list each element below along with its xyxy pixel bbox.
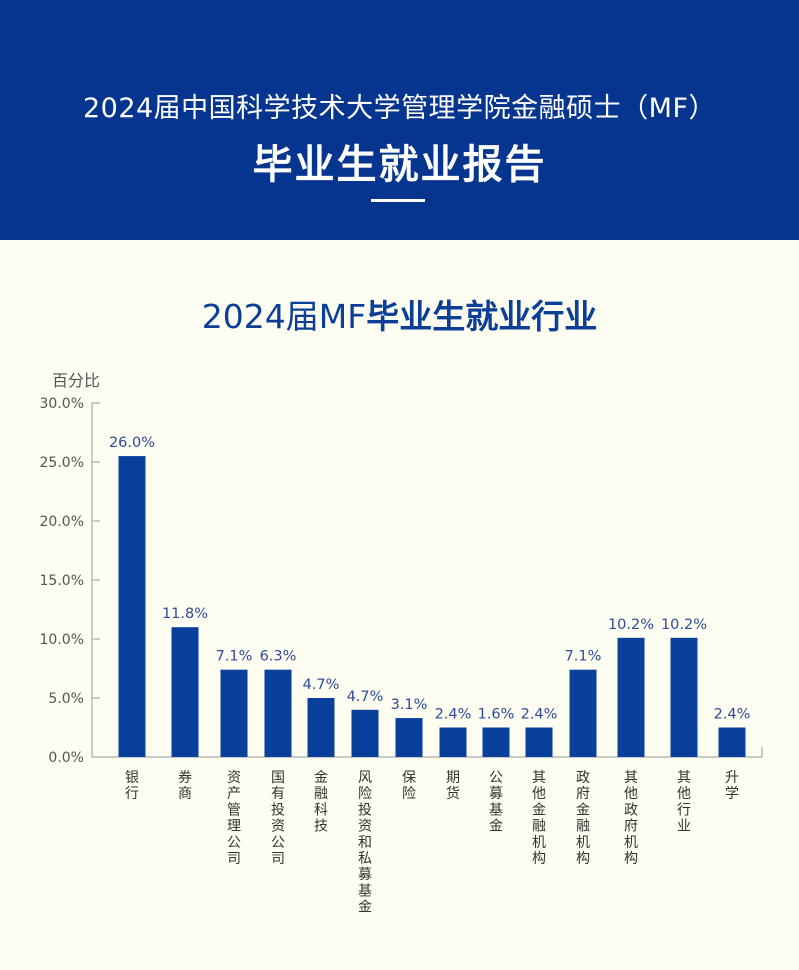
x-category-label: 金融科技 (314, 770, 328, 835)
x-category-label: 公募基金 (489, 770, 503, 835)
y-tick-label: 30.0% (40, 396, 84, 412)
bar (220, 669, 248, 757)
x-category-label: 其他行业 (677, 770, 691, 835)
data-label: 2.4% (521, 707, 558, 723)
data-label: 26.0% (109, 435, 155, 451)
y-tick-label: 15.0% (40, 573, 84, 589)
y-tick-label: 0.0% (48, 750, 84, 766)
x-category-label: 券商 (178, 770, 192, 802)
x-category-label: 保险 (402, 770, 416, 802)
y-tick-label: 20.0% (40, 514, 84, 530)
x-category-label: 期货 (446, 770, 460, 802)
bar (670, 637, 698, 757)
bar (395, 718, 423, 757)
data-label: 11.8% (162, 606, 208, 622)
data-label: 10.2% (608, 617, 654, 633)
title-divider (371, 199, 425, 202)
bar (617, 637, 645, 757)
data-label: 7.1% (216, 649, 253, 665)
data-label: 3.1% (391, 697, 428, 713)
x-category-label: 资产管理公司 (227, 770, 241, 867)
bar (351, 709, 379, 757)
bar (718, 727, 746, 757)
header-banner: 2024届中国科学技术大学管理学院金融硕士（MF） 毕业生就业报告 (0, 0, 799, 240)
x-category-label: 风险投资和私募基金 (358, 770, 372, 916)
report-subtitle: 2024届中国科学技术大学管理学院金融硕士（MF） (82, 93, 717, 124)
data-label: 10.2% (661, 617, 707, 633)
bar (569, 669, 597, 757)
data-label: 7.1% (565, 649, 602, 665)
bar (525, 727, 553, 757)
data-label: 2.4% (435, 707, 472, 723)
bar (118, 456, 146, 757)
data-label: 6.3% (260, 649, 297, 665)
report-title: 毕业生就业报告 (252, 142, 547, 188)
y-tick-label: 5.0% (48, 691, 84, 707)
bar (439, 727, 467, 757)
chart-title-prefix: 2024届MF (201, 297, 367, 336)
chart-title: 2024届MF毕业生就业行业 (0, 290, 799, 338)
x-category-label: 升学 (725, 770, 739, 802)
x-category-label: 国有投资公司 (271, 770, 285, 867)
x-category-label: 银行 (125, 770, 139, 802)
bar (171, 627, 199, 757)
data-label: 4.7% (303, 677, 340, 693)
y-tick-label: 25.0% (40, 455, 84, 471)
x-category-label: 其他金融机构 (532, 770, 546, 867)
data-label: 1.6% (478, 707, 515, 723)
data-label: 2.4% (714, 707, 751, 723)
data-label: 4.7% (347, 689, 384, 705)
x-category-label: 政府金融机构 (576, 770, 590, 867)
bar (264, 669, 292, 757)
chart-title-bold: 毕业生就业行业 (366, 297, 598, 336)
bar (482, 727, 510, 757)
y-axis-label: 百分比 (52, 371, 101, 390)
y-tick-label: 10.0% (40, 632, 84, 648)
bar (307, 698, 335, 757)
x-category-label: 其他政府机构 (624, 770, 638, 867)
